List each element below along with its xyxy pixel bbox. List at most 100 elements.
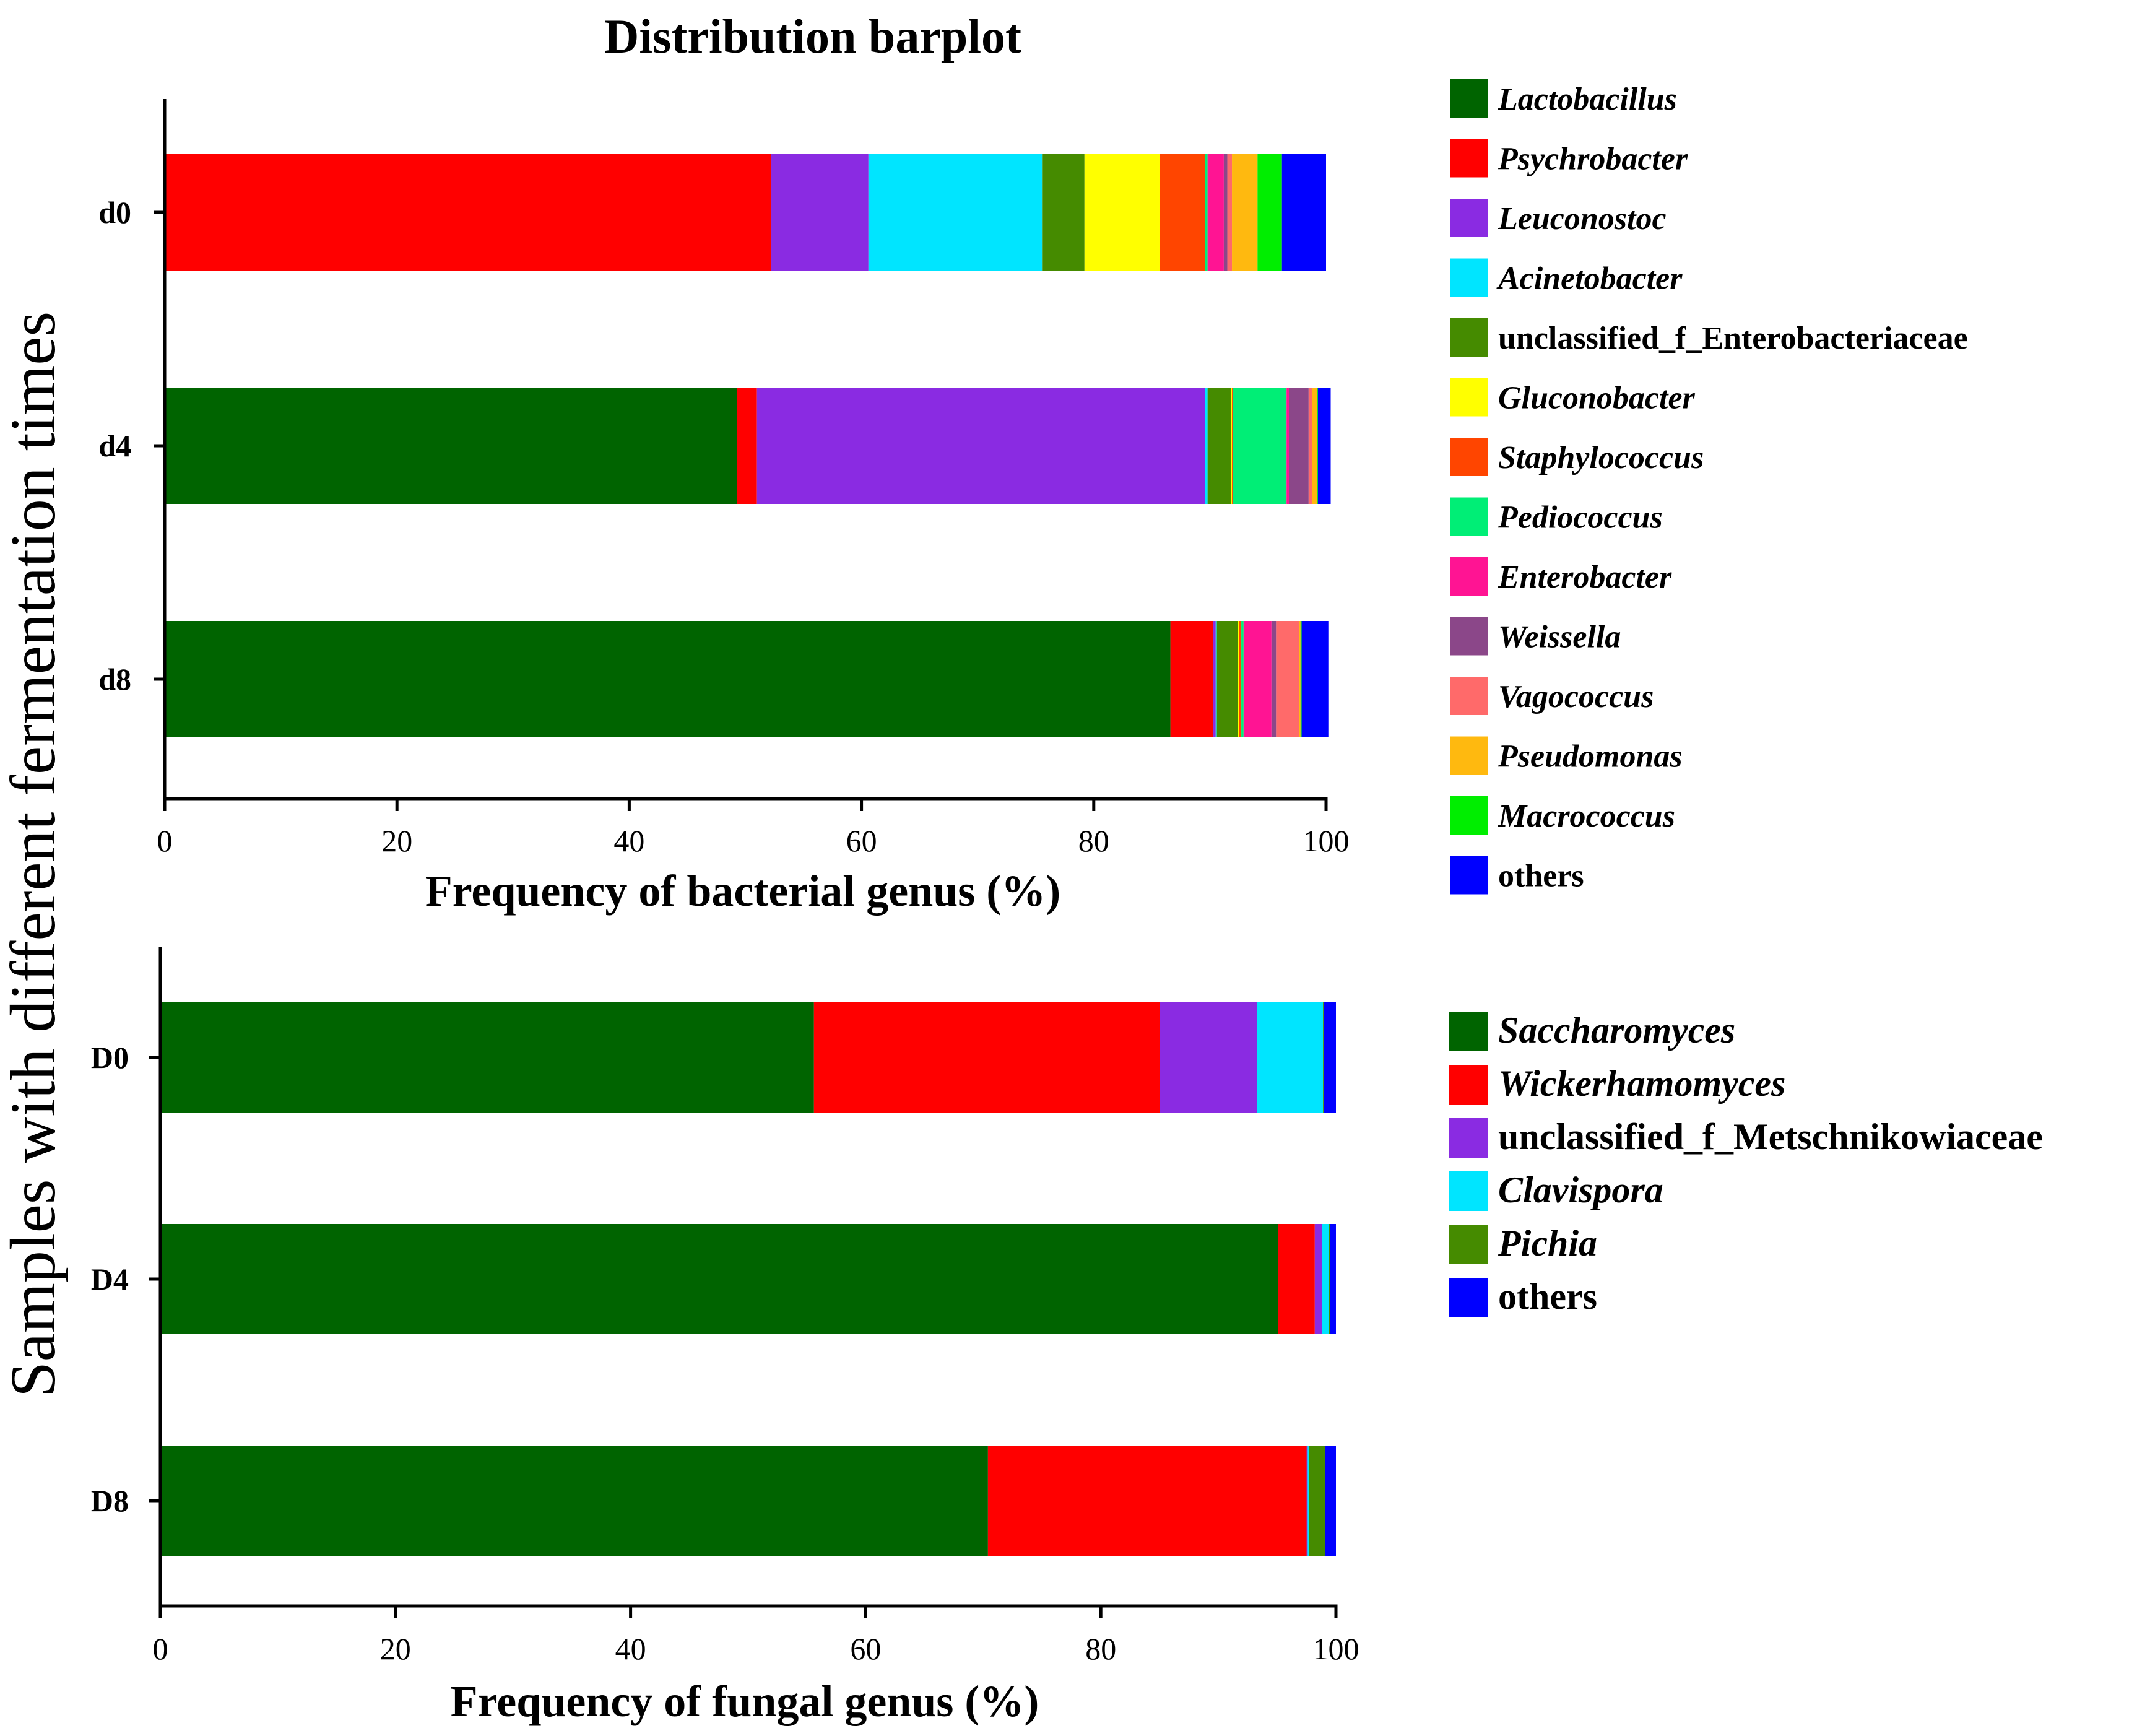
bacterial-legend-label: Lactobacillus (1498, 82, 1677, 117)
bacterial-segment-d8-acinetobacter (1215, 621, 1217, 737)
bacterial-legend-label: Staphylococcus (1498, 440, 1704, 475)
fungal-segment-D4-pichia (1329, 1224, 1330, 1334)
bacterial-legend-swatch (1450, 139, 1488, 178)
shared-y-axis-label: Samples with different fermentation time… (0, 311, 69, 1397)
bacterial-segment-d0-psychrobacter (165, 154, 771, 271)
bacterial-segment-d4-enterobacter (1286, 388, 1289, 504)
bacterial-legend-label: Acinetobacter (1496, 261, 1683, 297)
bacterial-segment-d0-gluconobacter (1084, 154, 1160, 271)
bacterial-panel: d0 d4 d8 0 20 40 60 80 100 Frequency of bacterial… (98, 79, 1968, 916)
bacterial-legend-swatch (1450, 378, 1488, 417)
bacterial-segment-d0-acinetobacter (868, 154, 1043, 271)
bacterial-bar-d0 (165, 154, 1326, 271)
bacterial-segment-d0-unclassified-f-enterobacteriaceae (1042, 154, 1085, 271)
bacterial-x-tick-label: 0 (157, 823, 173, 858)
bacterial-legend-label: Weissella (1498, 620, 1621, 655)
bacterial-legend-swatch (1450, 736, 1488, 775)
fungal-bar-D0 (160, 1002, 1336, 1113)
bacterial-category-label: d0 (98, 195, 131, 230)
fungal-segment-D0-wickerhamomyces (813, 1002, 1160, 1113)
fungal-segment-D4-unclassified-f-metschnikowiaceae (1314, 1224, 1322, 1334)
bacterial-legend-label: Psychrobacter (1498, 142, 1688, 177)
fungal-category-label: D4 (91, 1262, 129, 1296)
fungal-category-label: D8 (91, 1483, 129, 1518)
bacterial-bar-d4 (165, 388, 1331, 504)
bacterial-segment-d4-unclassified-f-enterobacteriaceae (1207, 388, 1231, 504)
bacterial-x-tick-label: 20 (381, 823, 412, 858)
fungal-segment-D8-clavispora (1307, 1446, 1309, 1556)
bacterial-legend-label: Leuconostoc (1498, 201, 1667, 237)
fungal-legend-swatch (1449, 1012, 1488, 1051)
bacterial-legend-label: others (1498, 859, 1584, 894)
bacterial-segment-d4-psychrobacter (737, 388, 757, 504)
bacterial-legend-label: unclassified_f_Enterobacteriaceae (1498, 321, 1968, 356)
fungal-segment-D4-others (1330, 1224, 1336, 1334)
bacterial-segment-d4-macrococcus (1316, 388, 1318, 504)
fungal-x-tick-label: 20 (380, 1631, 411, 1666)
bacterial-legend-swatch (1450, 79, 1488, 118)
bacterial-legend-label: Pediococcus (1498, 500, 1663, 536)
bacterial-segment-d0-enterobacter (1207, 154, 1224, 271)
bacterial-segment-d0-pseudomonas (1232, 154, 1258, 271)
bacterial-legend-swatch (1450, 617, 1488, 656)
bacterial-legend-swatch (1450, 258, 1488, 297)
fungal-legend-label: Saccharomyces (1498, 1010, 1735, 1051)
fungal-legend-swatch (1449, 1278, 1488, 1317)
fungal-legend-swatch (1449, 1225, 1488, 1264)
bacterial-segment-d8-weissella (1271, 621, 1277, 737)
fungal-panel: D0 D4 D8 0 20 40 60 80 100 Frequency of fungal ge… (91, 947, 2043, 1726)
fungal-segment-D0-pichia (1323, 1002, 1325, 1113)
bacterial-segment-d8-lactobacillus (165, 621, 1171, 737)
bacterial-legend-label: Enterobacter (1498, 560, 1672, 595)
bacterial-segment-d8-macrococcus (1300, 621, 1302, 737)
bacterial-legend: Lactobacillus Psychrobacter Leuconostoc Aci… (1450, 79, 1968, 895)
bacterial-legend-label: Macrococcus (1498, 799, 1675, 834)
bacterial-segment-d0-vagococcus (1227, 154, 1233, 271)
bacterial-legend-swatch (1450, 318, 1488, 357)
fungal-legend-swatch (1449, 1065, 1488, 1105)
bacterial-legend-label: Gluconobacter (1498, 381, 1696, 416)
bacterial-segment-d8-staphylococcus (1239, 621, 1242, 737)
bacterial-segment-d4-vagococcus (1308, 388, 1312, 504)
bacterial-legend-label: Vagococcus (1498, 679, 1654, 714)
bacterial-legend-swatch (1450, 438, 1488, 476)
fungal-legend-label: Wickerhamomyces (1498, 1063, 1785, 1104)
bacterial-segment-d0-leuconostoc (771, 154, 869, 271)
bacterial-segment-d8-unclassified-f-enterobacteriaceae (1216, 621, 1238, 737)
bacterial-segment-d8-others (1301, 621, 1329, 737)
bacterial-category-label: d4 (98, 428, 131, 463)
fungal-segment-D8-others (1325, 1446, 1336, 1556)
bacterial-segment-d8-enterobacter (1243, 621, 1272, 737)
bacterial-segment-d0-others (1281, 154, 1326, 271)
bacterial-segment-d4-staphylococcus (1232, 388, 1233, 504)
bacterial-segment-d0-pediococcus (1205, 154, 1208, 271)
bacterial-category-label: d8 (98, 662, 131, 697)
bacterial-segment-d8-leuconostoc (1213, 621, 1216, 737)
fungal-bar-D4 (160, 1224, 1336, 1334)
bacterial-legend-swatch (1450, 856, 1488, 895)
fungal-x-tick-label: 80 (1085, 1631, 1116, 1666)
bacterial-x-tick-label: 80 (1078, 823, 1109, 858)
fungal-segment-D4-saccharomyces (160, 1224, 1278, 1334)
fungal-legend-swatch (1449, 1118, 1488, 1158)
fungal-segment-D0-others (1324, 1002, 1336, 1113)
fungal-legend-label: Pichia (1498, 1223, 1597, 1264)
bacterial-segment-d4-pseudomonas (1312, 388, 1317, 504)
bacterial-segment-d8-pediococcus (1241, 621, 1244, 737)
fungal-legend-label: others (1498, 1276, 1597, 1317)
bacterial-bar-d8 (165, 621, 1329, 737)
fungal-segment-D0-unclassified-f-metschnikowiaceae (1160, 1002, 1257, 1113)
bacterial-segment-d8-pseudomonas (1299, 621, 1301, 737)
fungal-x-tick-label: 100 (1313, 1631, 1359, 1666)
bacterial-x-tick-label: 60 (846, 823, 877, 858)
fungal-segment-D8-saccharomyces (160, 1446, 988, 1556)
fungal-segment-D8-wickerhamomyces (987, 1446, 1307, 1556)
fungal-segment-D0-saccharomyces (160, 1002, 814, 1113)
bacterial-segment-d4-leuconostoc (756, 388, 1205, 504)
bacterial-legend-swatch (1450, 497, 1488, 536)
fungal-legend: Saccharomyces Wickerhamomyces unclassified… (1449, 1010, 2043, 1317)
fungal-x-tick-label: 60 (850, 1631, 881, 1666)
bacterial-segment-d4-gluconobacter (1231, 388, 1233, 504)
bacterial-segment-d8-gluconobacter (1238, 621, 1239, 737)
bacterial-segment-d0-macrococcus (1257, 154, 1282, 271)
